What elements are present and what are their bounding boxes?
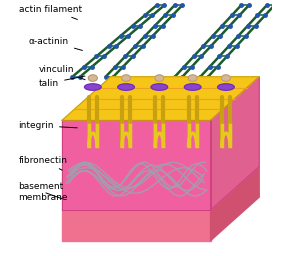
Polygon shape bbox=[211, 166, 259, 241]
Ellipse shape bbox=[151, 84, 168, 90]
Text: actin filament: actin filament bbox=[18, 5, 82, 19]
Text: vinculin: vinculin bbox=[39, 65, 85, 80]
Ellipse shape bbox=[218, 84, 234, 90]
Ellipse shape bbox=[221, 75, 230, 81]
Ellipse shape bbox=[155, 75, 164, 81]
Polygon shape bbox=[62, 210, 211, 241]
Ellipse shape bbox=[88, 75, 97, 81]
Text: integrin: integrin bbox=[18, 121, 77, 130]
Polygon shape bbox=[62, 77, 259, 120]
Ellipse shape bbox=[184, 84, 201, 90]
Polygon shape bbox=[62, 166, 259, 210]
Text: α-actinin: α-actinin bbox=[29, 37, 82, 50]
Text: fibronectin: fibronectin bbox=[18, 156, 68, 170]
Polygon shape bbox=[211, 77, 259, 210]
Ellipse shape bbox=[118, 84, 134, 90]
Ellipse shape bbox=[84, 84, 101, 90]
Text: basement
membrane: basement membrane bbox=[18, 182, 68, 202]
Polygon shape bbox=[62, 120, 211, 210]
Ellipse shape bbox=[188, 75, 197, 81]
Text: talin: talin bbox=[39, 76, 85, 88]
Ellipse shape bbox=[122, 75, 130, 81]
